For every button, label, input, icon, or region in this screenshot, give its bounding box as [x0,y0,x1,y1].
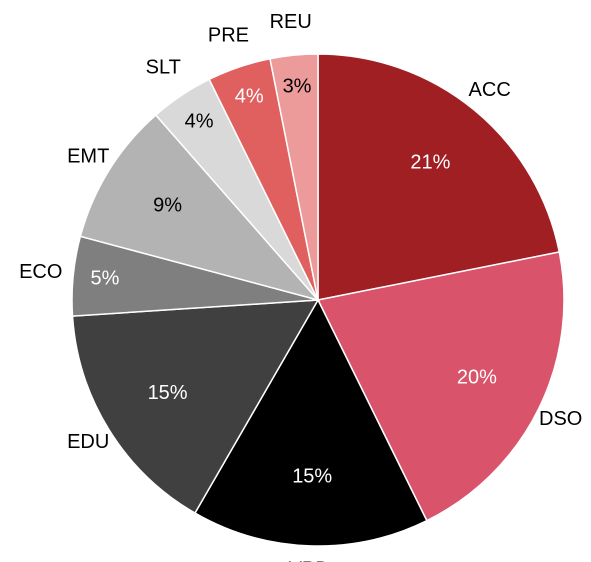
value-label: 4% [185,110,214,132]
category-label: EDU [67,431,109,453]
pie-slice [317,53,561,301]
value-label: 4% [235,86,264,108]
pie-slice [316,251,565,522]
value-label: 20% [457,367,497,389]
value-label: 21% [410,151,450,173]
value-label: 9% [153,195,182,217]
pie-slice [269,53,319,301]
category-label: ECO [19,261,62,283]
pie-slice [71,299,320,515]
value-label: 15% [148,382,188,404]
category-label: DSO [539,408,582,430]
category-label: VPD [289,559,330,562]
pie-slice [193,298,428,547]
pie-slice [79,113,321,302]
category-label: PRE [208,24,249,46]
category-label: EMT [67,145,109,167]
value-label: 5% [91,267,120,289]
category-label: SLT [146,57,181,79]
value-label: 15% [292,465,332,487]
category-label: ACC [469,79,511,101]
value-label: 3% [283,75,312,97]
category-label: REU [270,11,312,33]
